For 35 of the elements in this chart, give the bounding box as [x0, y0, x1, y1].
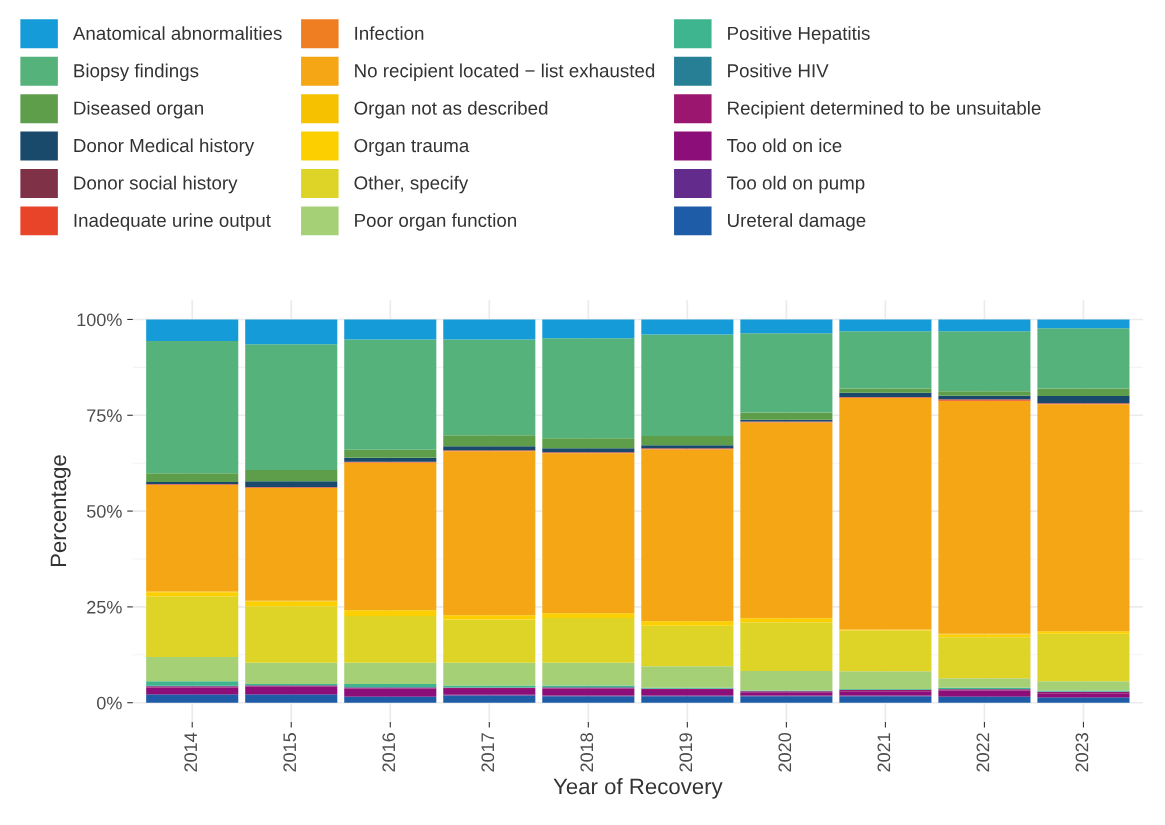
x-tick-label: 2019 — [679, 733, 693, 772]
legend-label: Biopsy findings — [74, 63, 199, 82]
legend-label: Positive Hepatitis — [728, 26, 870, 44]
legend-label: Positive HIV — [728, 63, 829, 78]
x-tick-label: 2018 — [580, 733, 594, 772]
x-axis-title: Year of Recovery — [553, 778, 723, 799]
x-tick-label: 2015 — [283, 733, 297, 772]
x-tick-label: 2022 — [976, 733, 990, 772]
y-tick-label: 100% — [77, 313, 122, 327]
legend-label: Too old on ice — [726, 138, 842, 153]
x-tick-label: 2023 — [1075, 733, 1089, 772]
legend-label: Recipient determined to be unsuitable — [728, 101, 1041, 119]
y-tick-label: 50% — [86, 505, 122, 518]
legend-label: Too old on pump — [726, 175, 865, 194]
legend-label: Other, specify — [354, 175, 469, 194]
legend-label: No recipient located − list exhausted — [355, 63, 655, 82]
x-tick-label: 2021 — [877, 733, 891, 772]
legend-label: Diseased organ — [74, 101, 203, 119]
x-tick-label: 2020 — [778, 732, 792, 772]
legend-label: Organ not as described — [354, 101, 548, 119]
legend-label: Donor social history — [74, 175, 238, 194]
y-axis-title: Percentage — [50, 455, 71, 567]
legend-label: Ureteral damage — [728, 213, 866, 231]
y-tick-label: 75% — [87, 409, 122, 422]
legend-label: Organ trauma — [354, 138, 470, 156]
legend-label: Infection — [355, 26, 424, 40]
x-tick-label: 2014 — [184, 732, 198, 772]
x-tick-label: 2016 — [382, 733, 396, 772]
x-tick-label: 2017 — [481, 733, 495, 772]
y-tick-label: 0% — [97, 696, 122, 710]
legend-label: Donor Medical history — [74, 138, 255, 156]
legend-label: Anatomical abnormalities — [72, 26, 282, 40]
legend-label: Poor organ function — [355, 213, 517, 231]
legend-label: Inadequate urine output — [74, 213, 271, 231]
y-tick-label: 25% — [87, 600, 122, 614]
